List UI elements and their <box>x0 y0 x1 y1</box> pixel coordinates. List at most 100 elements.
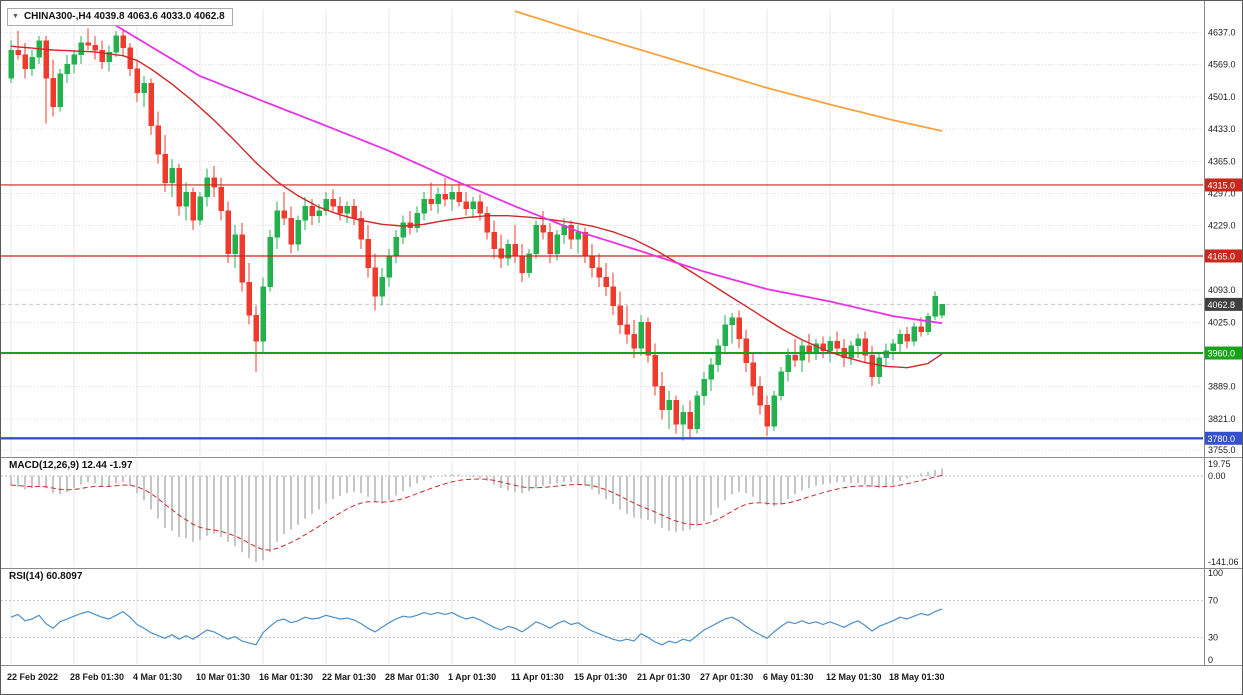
candle-body <box>890 343 896 351</box>
candle-body <box>57 73 63 108</box>
ma-mid-magenta <box>94 12 943 325</box>
candle-body <box>197 196 203 221</box>
level-4315.0-tag-label: 4315.0 <box>1208 180 1236 190</box>
candle-body <box>575 232 581 240</box>
candle-body <box>141 82 147 93</box>
candle-body <box>295 220 301 245</box>
candle-body <box>701 378 707 396</box>
price-chart-panel[interactable] <box>1 10 1203 441</box>
time-axis-label: 27 Apr 01:30 <box>700 672 753 682</box>
time-axis-label: 21 Apr 01:30 <box>637 672 690 682</box>
candle-body <box>435 194 441 205</box>
candle-body <box>827 340 833 351</box>
candle-body <box>470 201 476 209</box>
candle-body <box>330 198 336 207</box>
candle-body <box>274 210 280 238</box>
time-axis-label: 12 May 01:30 <box>826 672 882 682</box>
candle-body <box>337 206 343 214</box>
candle-body <box>134 68 140 93</box>
candle-body <box>540 224 546 233</box>
time-axis-label: 22 Mar 01:30 <box>322 672 376 682</box>
candle-body <box>239 234 245 283</box>
time-axis-label: 18 May 01:30 <box>889 672 945 682</box>
candle-body <box>498 248 504 259</box>
candle-body <box>148 82 154 127</box>
time-axis-label: 15 Apr 01:30 <box>574 672 627 682</box>
chart-info-box: ▼ CHINA300-,H4 4039.8 4063.6 4033.0 4062… <box>7 8 233 26</box>
candle-body <box>904 333 910 342</box>
candle-body <box>820 343 826 351</box>
candle-body <box>519 255 525 273</box>
candle-body <box>449 191 455 200</box>
ma-fast-red <box>10 45 943 369</box>
triangle-down-icon[interactable]: ▼ <box>12 13 19 20</box>
candle-body <box>757 385 763 406</box>
candle-body <box>911 326 917 342</box>
macd-title: MACD(12,26,9) 12.44 -1.97 <box>9 460 133 471</box>
macd-axis-label: 19.75 <box>1208 459 1231 469</box>
candle-body <box>372 267 378 297</box>
candle-body <box>778 371 784 396</box>
candle-body <box>414 213 420 228</box>
candle-body <box>855 338 861 347</box>
level-3780.0-tag <box>1205 431 1242 445</box>
time-axis-label: 6 May 01:30 <box>763 672 814 682</box>
candle-body <box>638 322 644 349</box>
macd-axis-label: 0.00 <box>1208 471 1226 481</box>
candle-body <box>883 350 889 359</box>
candle-body <box>547 232 553 254</box>
candle-body <box>15 49 21 56</box>
price-axis-label: 3821.0 <box>1208 414 1236 424</box>
candle-body <box>463 201 469 209</box>
candle-body <box>771 395 777 427</box>
candle-body <box>505 243 511 259</box>
time-axis-label: 1 Apr 01:30 <box>448 672 496 682</box>
candle-body <box>169 168 175 183</box>
candle-body <box>568 224 574 240</box>
candle-body <box>708 364 714 380</box>
rsi-line <box>10 608 943 646</box>
candle-body <box>113 35 119 53</box>
candle-body <box>918 326 924 332</box>
candle-body <box>862 338 868 356</box>
rsi-axis-label: 70 <box>1208 596 1218 606</box>
candle-body <box>365 239 371 269</box>
candle-body <box>71 54 77 65</box>
price-axis-label: 4433.0 <box>1208 124 1236 134</box>
candle-body <box>645 322 651 356</box>
candle-body <box>232 234 238 254</box>
candle-body <box>302 206 308 221</box>
candle-body <box>617 305 623 325</box>
macd-panel[interactable] <box>1 468 1203 563</box>
candle-body <box>729 317 735 325</box>
candle-body <box>736 317 742 340</box>
price-axis-label: 3755.0 <box>1208 445 1236 455</box>
candle-body <box>120 35 126 48</box>
candle-body <box>190 191 196 221</box>
time-axis[interactable]: 22 Feb 2022 28 Feb 01:30 4 Mar 01:30 10 Mar… <box>7 672 945 682</box>
candle-body <box>428 198 434 205</box>
candle-body <box>589 255 595 269</box>
candle-body <box>848 345 854 359</box>
macd-axis-label: -141.06 <box>1208 557 1239 567</box>
candle-body <box>260 286 266 342</box>
rsi-panel[interactable] <box>1 600 1203 646</box>
candle-body <box>211 177 217 188</box>
candle-body <box>876 357 882 377</box>
candle-body <box>785 355 791 373</box>
candle-body <box>932 295 938 317</box>
candle-body <box>834 340 840 349</box>
candle-body <box>358 217 364 240</box>
candle-body <box>309 206 315 216</box>
level-4315.0-tag <box>1205 178 1242 192</box>
price-axis[interactable]: 4637.0 4569.0 4501.0 4433.0 4365.0 4297.0 4229… <box>1205 28 1243 666</box>
candle-body <box>78 42 84 56</box>
candle-body <box>351 206 357 219</box>
candle-body <box>421 198 427 214</box>
time-axis-label: 28 Mar 01:30 <box>385 672 439 682</box>
level-4165.0-tag-label: 4165.0 <box>1208 251 1236 261</box>
candle-body <box>442 194 448 200</box>
candle-body <box>596 267 602 278</box>
